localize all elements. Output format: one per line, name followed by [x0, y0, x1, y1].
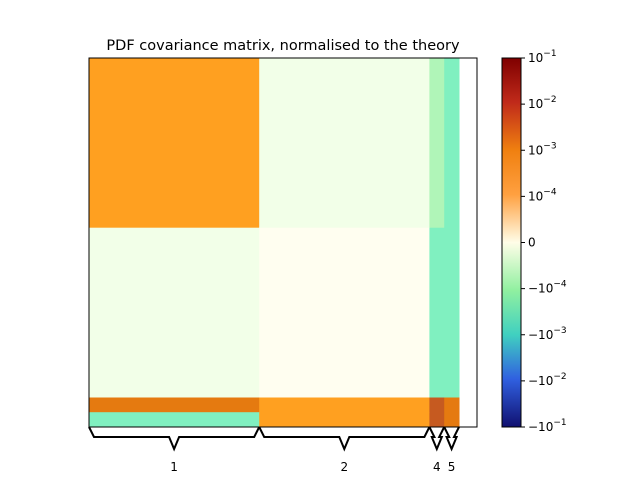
colorbar-tick-label: 10−3	[528, 141, 557, 157]
colorbar-tick-label: −10−3	[528, 326, 567, 342]
brace	[428, 426, 446, 452]
brace	[88, 426, 261, 452]
heatmap-cell	[429, 58, 445, 229]
heatmap-cell	[89, 412, 260, 428]
brace	[443, 426, 460, 452]
chart-title: PDF covariance matrix, normalised to the…	[106, 38, 460, 54]
heatmap-cell	[444, 397, 460, 413]
heatmap-cell	[259, 227, 430, 398]
colorbar-tick-label: 0	[528, 236, 536, 250]
heatmap-cell	[259, 58, 430, 229]
colorbar-gradient	[501, 57, 522, 428]
heatmap-cell	[89, 397, 260, 413]
heatmap	[89, 58, 460, 428]
colorbar-tick-label: 10−4	[528, 187, 557, 203]
brace-label: 5	[448, 460, 456, 474]
heatmap-cell	[429, 227, 445, 398]
heatmap-cell	[444, 412, 460, 428]
heatmap-cell	[429, 412, 445, 428]
colorbar-tick-label: −10−1	[528, 418, 567, 434]
heatmap-cell	[89, 227, 260, 398]
colorbar-tick-label: −10−2	[528, 372, 567, 388]
heatmap-cell	[259, 397, 430, 413]
heatmap-cell	[444, 58, 460, 229]
colorbar-tick-label: 10−2	[528, 95, 557, 111]
colorbar-tick-label: −10−4	[528, 280, 567, 296]
brace-label: 1	[170, 460, 178, 474]
colorbar-ticks: 10−1 10−2 10−3 10−4 0 −10−4 −10−3 −10−2 −10−1	[521, 49, 567, 434]
heatmap-cell	[444, 227, 460, 398]
heatmap-cell	[259, 412, 430, 428]
colorbar: 10−1 10−2 10−3 10−4 0 −10−4 −10−3 −10−2 −10−1	[501, 49, 567, 434]
plot-frame	[88, 57, 478, 428]
brace	[258, 426, 431, 452]
brace-label: 4	[433, 460, 441, 474]
brace-label: 2	[340, 460, 348, 474]
heatmap-cell	[429, 397, 445, 413]
heatmap-cell	[89, 58, 260, 229]
colorbar-tick-label: 10−1	[528, 49, 557, 65]
